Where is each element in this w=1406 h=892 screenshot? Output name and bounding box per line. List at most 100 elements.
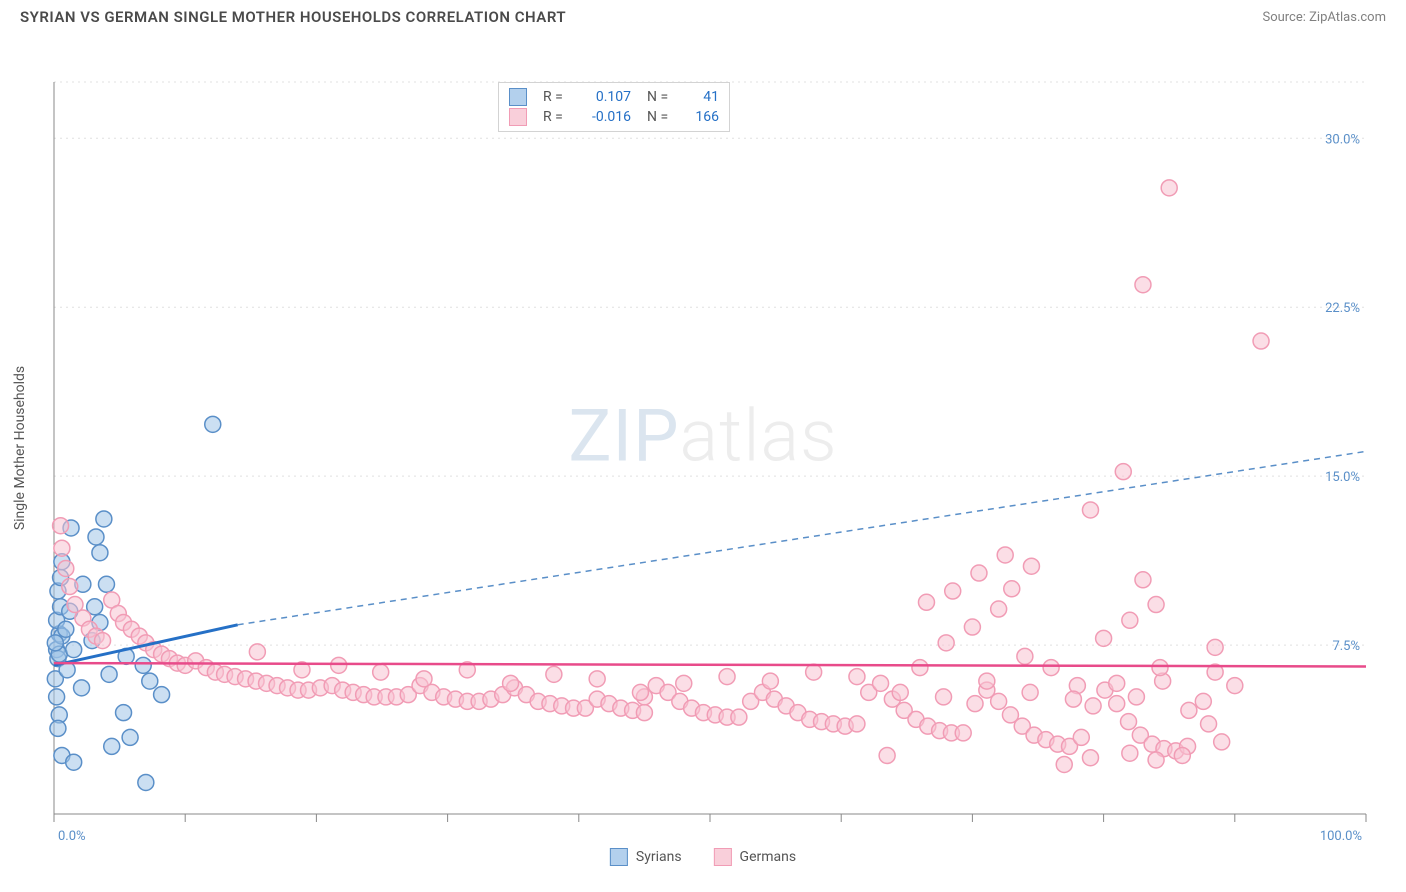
legend-label: Syrians — [636, 849, 682, 865]
y-axis-title: Single Mother Households — [12, 366, 28, 530]
stat-r-value-syrians: 0.107 — [581, 89, 631, 105]
scatter-point-german — [1004, 581, 1020, 597]
stat-n-value-germans: 166 — [685, 109, 719, 125]
scatter-point-german — [1207, 639, 1223, 655]
scatter-point-german — [1085, 698, 1101, 714]
scatter-chart: 7.5%15.0%22.5%30.0%0.0%100.0%Single Moth… — [0, 38, 1406, 868]
scatter-point-german — [806, 664, 822, 680]
stat-r-value-germans: -0.016 — [581, 109, 631, 125]
scatter-point-german — [1128, 689, 1144, 705]
scatter-point-german — [991, 693, 1007, 709]
swatch-pink-icon — [714, 848, 732, 866]
scatter-point-german — [1109, 696, 1125, 712]
scatter-point-german — [676, 675, 692, 691]
scatter-point-german — [1023, 558, 1039, 574]
scatter-point-german — [331, 657, 347, 673]
stat-label-n: N = — [647, 89, 675, 105]
legend-label: Germans — [740, 849, 797, 865]
scatter-point-german — [892, 684, 908, 700]
x-tick-label-min: 0.0% — [58, 829, 86, 844]
scatter-point-german — [971, 565, 987, 581]
scatter-point-syrian — [66, 642, 82, 658]
scatter-point-german — [416, 671, 432, 687]
scatter-point-german — [1135, 572, 1151, 588]
scatter-point-german — [1122, 612, 1138, 628]
scatter-point-german — [991, 601, 1007, 617]
scatter-point-syrian — [47, 635, 63, 651]
scatter-point-syrian — [116, 705, 132, 721]
scatter-point-german — [1082, 750, 1098, 766]
scatter-point-german — [546, 666, 562, 682]
swatch-blue-icon — [509, 88, 527, 106]
scatter-point-german — [1065, 691, 1081, 707]
scatter-point-german — [1082, 502, 1098, 518]
scatter-point-german — [589, 671, 605, 687]
scatter-point-german — [249, 644, 265, 660]
y-tick-label: 7.5% — [1332, 639, 1360, 654]
scatter-point-german — [1022, 684, 1038, 700]
scatter-point-german — [1122, 745, 1138, 761]
scatter-point-german — [849, 669, 865, 685]
stats-row-syrians: R = 0.107 N = 41 — [509, 87, 719, 107]
scatter-point-german — [636, 705, 652, 721]
scatter-point-syrian — [50, 720, 66, 736]
scatter-point-german — [1253, 333, 1269, 349]
scatter-point-syrian — [98, 576, 114, 592]
stats-legend-box: R = 0.107 N = 41 R = -0.016 N = 166 — [498, 82, 730, 132]
source-label: Source: ZipAtlas.com — [1262, 10, 1386, 25]
scatter-point-german — [1152, 660, 1168, 676]
scatter-point-syrian — [49, 689, 65, 705]
stats-row-germans: R = -0.016 N = 166 — [509, 107, 719, 127]
scatter-point-syrian — [122, 729, 138, 745]
scatter-point-german — [979, 673, 995, 689]
scatter-point-german — [1056, 756, 1072, 772]
scatter-point-german — [873, 675, 889, 691]
swatch-pink-icon — [509, 108, 527, 126]
scatter-point-german — [1115, 464, 1131, 480]
scatter-point-german — [967, 696, 983, 712]
stat-n-value-syrians: 41 — [685, 89, 719, 105]
scatter-point-german — [1214, 734, 1230, 750]
scatter-point-syrian — [104, 738, 120, 754]
scatter-point-german — [1043, 660, 1059, 676]
scatter-point-german — [1174, 747, 1190, 763]
stat-label-n: N = — [647, 109, 675, 125]
scatter-point-german — [1109, 675, 1125, 691]
scatter-point-syrian — [74, 680, 90, 696]
scatter-point-german — [918, 594, 934, 610]
scatter-point-german — [936, 689, 952, 705]
chart-container: ZIPatlas R = 0.107 N = 41 R = -0.016 N =… — [0, 38, 1406, 868]
stat-label-r: R = — [543, 109, 571, 125]
legend-bottom: Syrians Germans — [610, 848, 796, 866]
scatter-point-german — [912, 660, 928, 676]
scatter-point-syrian — [66, 754, 82, 770]
scatter-point-syrian — [88, 529, 104, 545]
scatter-point-syrian — [205, 416, 221, 432]
scatter-point-german — [1201, 716, 1217, 732]
y-tick-label: 30.0% — [1325, 132, 1360, 147]
scatter-point-german — [719, 669, 735, 685]
scatter-point-german — [964, 619, 980, 635]
scatter-point-german — [373, 664, 389, 680]
y-tick-label: 22.5% — [1325, 301, 1360, 316]
scatter-point-german — [1161, 180, 1177, 196]
scatter-point-german — [945, 583, 961, 599]
scatter-point-german — [95, 633, 111, 649]
scatter-point-german — [731, 709, 747, 725]
scatter-point-german — [1148, 597, 1164, 613]
legend-item-syrians: Syrians — [610, 848, 682, 866]
scatter-point-german — [503, 675, 519, 691]
legend-item-germans: Germans — [714, 848, 797, 866]
trendline-syrians-extrapolated — [238, 451, 1366, 624]
scatter-point-syrian — [58, 621, 74, 637]
scatter-point-syrian — [142, 673, 158, 689]
scatter-point-german — [1227, 678, 1243, 694]
scatter-point-syrian — [96, 511, 112, 527]
scatter-point-german — [1121, 714, 1137, 730]
scatter-point-german — [1017, 648, 1033, 664]
scatter-point-german — [58, 560, 74, 576]
stat-label-r: R = — [543, 89, 571, 105]
scatter-point-syrian — [138, 774, 154, 790]
scatter-point-german — [1096, 630, 1112, 646]
scatter-point-german — [997, 547, 1013, 563]
